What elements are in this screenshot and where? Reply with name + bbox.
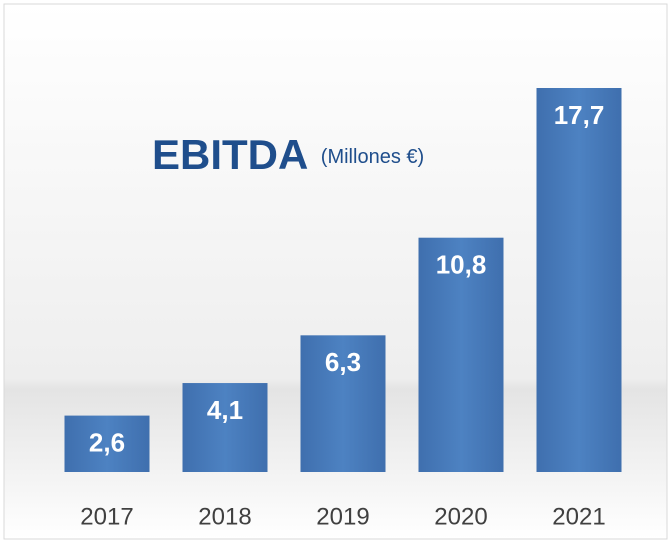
title: EBITDA — [152, 131, 308, 178]
bar — [418, 237, 504, 472]
value-label: 2,6 — [89, 427, 125, 457]
value-label: 10,8 — [436, 250, 487, 280]
value-label: 6,3 — [325, 347, 361, 377]
x-tick-label: 2018 — [198, 503, 251, 530]
chart-title: EBITDA (Millones €) — [152, 131, 424, 178]
x-tick-label: 2017 — [80, 503, 133, 530]
bar — [536, 88, 622, 472]
x-tick-label: 2019 — [316, 503, 369, 530]
bar — [300, 335, 386, 472]
x-tick-label: 2021 — [552, 503, 605, 530]
x-tick-label: 2020 — [434, 503, 487, 530]
bar — [182, 383, 268, 472]
value-label: 4,1 — [207, 395, 243, 425]
subtitle: (Millones €) — [321, 146, 424, 168]
bar — [64, 415, 150, 472]
value-label: 17,7 — [554, 100, 605, 130]
